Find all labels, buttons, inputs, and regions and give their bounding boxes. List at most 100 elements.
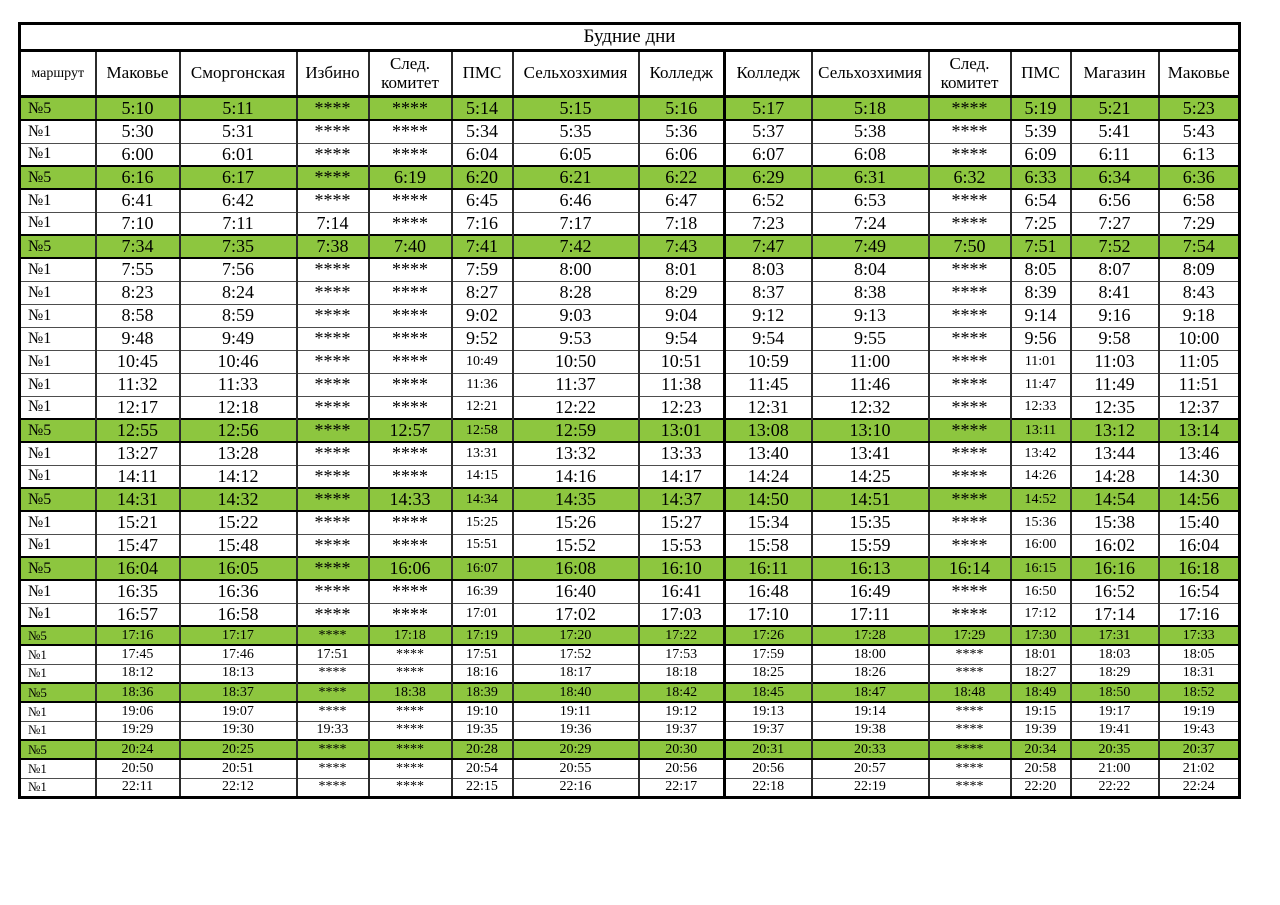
time-cell: 5:14 <box>450 95 514 121</box>
time-cell: **** <box>295 556 370 581</box>
time-cell: 5:11 <box>178 95 298 121</box>
time-cell: 6:04 <box>450 142 514 167</box>
time-cell: 9:52 <box>450 326 514 351</box>
time-cell: 18:47 <box>810 682 930 703</box>
time-cell: 9:53 <box>511 326 640 351</box>
time-cell: 22:24 <box>1157 777 1241 798</box>
time-cell: 6:31 <box>810 165 930 190</box>
time-cell: 16:58 <box>178 602 298 627</box>
time-cell: 6:16 <box>94 165 181 190</box>
table-row: №5 6:16 6:17 **** 6:19 6:20 6:21 6:22 6:29 6:31 6:… <box>18 165 1241 190</box>
time-cell: 20:28 <box>450 739 514 760</box>
time-cell: **** <box>295 625 370 646</box>
column-header: Магазин <box>1069 50 1160 98</box>
time-cell: **** <box>927 303 1012 328</box>
time-cell: **** <box>295 95 370 121</box>
time-cell: 6:00 <box>94 142 181 167</box>
time-cell: 7:35 <box>178 234 298 259</box>
time-cell: 7:52 <box>1069 234 1160 259</box>
time-cell: 18:13 <box>178 663 298 684</box>
route-cell: №1 <box>18 280 97 305</box>
time-cell: 6:17 <box>178 165 298 190</box>
time-cell: **** <box>295 119 370 144</box>
time-cell: 11:00 <box>810 349 930 374</box>
time-cell: 16:49 <box>810 579 930 604</box>
time-cell: 20:56 <box>637 758 726 779</box>
time-cell: 5:15 <box>511 95 640 121</box>
time-cell: **** <box>927 395 1012 420</box>
time-cell: 18:00 <box>810 644 930 665</box>
time-cell: 19:39 <box>1009 720 1072 741</box>
time-cell: 5:41 <box>1069 119 1160 144</box>
time-cell: 19:35 <box>450 720 514 741</box>
time-cell: **** <box>927 95 1012 121</box>
time-cell: 21:00 <box>1069 758 1160 779</box>
route-cell: №1 <box>18 303 97 328</box>
time-cell: 18:52 <box>1157 682 1241 703</box>
time-cell: **** <box>367 395 453 420</box>
time-cell: 6:56 <box>1069 188 1160 213</box>
time-cell: 13:40 <box>723 441 813 466</box>
time-cell: 16:39 <box>450 579 514 604</box>
time-cell: 12:58 <box>450 418 514 443</box>
time-cell: **** <box>367 510 453 535</box>
time-cell: 17:10 <box>723 602 813 627</box>
table-row: №1 19:29 19:30 19:33 **** 19:35 19:36 19:37 19:3… <box>18 720 1241 741</box>
time-cell: 6:33 <box>1009 165 1072 190</box>
time-cell: 19:11 <box>511 701 640 722</box>
time-cell: 20:31 <box>723 739 813 760</box>
time-cell: 7:50 <box>927 234 1012 259</box>
table-row: №5 14:31 14:32 **** 14:33 14:34 14:35 14:37 14:5… <box>18 487 1241 512</box>
column-header: Колледж <box>723 50 813 98</box>
time-cell: **** <box>927 602 1012 627</box>
time-cell: **** <box>927 663 1012 684</box>
time-cell: **** <box>367 119 453 144</box>
time-cell: 14:32 <box>178 487 298 512</box>
time-cell: 16:54 <box>1157 579 1241 604</box>
time-cell: 12:37 <box>1157 395 1241 420</box>
time-cell: 5:31 <box>178 119 298 144</box>
time-cell: 12:35 <box>1069 395 1160 420</box>
time-cell: 10:00 <box>1157 326 1241 351</box>
table-row: №5 12:55 12:56 **** 12:57 12:58 12:59 13:01 13:0… <box>18 418 1241 443</box>
time-cell: 11:49 <box>1069 372 1160 397</box>
time-cell: 12:57 <box>367 418 453 443</box>
time-cell: **** <box>367 349 453 374</box>
time-cell: **** <box>367 142 453 167</box>
page-title: Будние дни <box>18 23 1241 52</box>
route-cell: №1 <box>18 579 97 604</box>
route-cell: №1 <box>18 372 97 397</box>
table-row: №1 11:32 11:33 **** **** 11:36 11:37 11:38 11:45… <box>18 372 1241 397</box>
column-header: маршрут <box>18 50 97 98</box>
time-cell: **** <box>367 533 453 558</box>
route-cell: №1 <box>18 257 97 282</box>
time-cell: 8:00 <box>511 257 640 282</box>
time-cell: 14:17 <box>637 464 726 489</box>
time-cell: 13:01 <box>637 418 726 443</box>
time-cell: 15:48 <box>178 533 298 558</box>
column-header: След. комитет <box>927 50 1012 98</box>
time-cell: 14:11 <box>94 464 181 489</box>
time-cell: 11:47 <box>1009 372 1072 397</box>
time-cell: 8:05 <box>1009 257 1072 282</box>
route-cell: №1 <box>18 644 97 665</box>
time-cell: 6:53 <box>810 188 930 213</box>
time-cell: 12:33 <box>1009 395 1072 420</box>
time-cell: 7:49 <box>810 234 930 259</box>
time-cell: 8:38 <box>810 280 930 305</box>
time-cell: 17:12 <box>1009 602 1072 627</box>
time-cell: **** <box>295 418 370 443</box>
time-cell: 16:04 <box>94 556 181 581</box>
time-cell: **** <box>927 720 1012 741</box>
time-cell: **** <box>367 464 453 489</box>
time-cell: 6:21 <box>511 165 640 190</box>
time-cell: 5:19 <box>1009 95 1072 121</box>
column-header: Избино <box>295 50 370 98</box>
time-cell: 11:05 <box>1157 349 1241 374</box>
table-row: №5 7:34 7:35 7:38 7:40 7:41 7:42 7:43 7:47 7:49 7:… <box>18 234 1241 259</box>
route-cell: №5 <box>18 682 97 703</box>
time-cell: 22:16 <box>511 777 640 798</box>
table-row: №1 16:57 16:58 **** **** 17:01 17:02 17:03 17:10… <box>18 602 1241 627</box>
route-cell: №1 <box>18 777 97 798</box>
time-cell: **** <box>367 188 453 213</box>
